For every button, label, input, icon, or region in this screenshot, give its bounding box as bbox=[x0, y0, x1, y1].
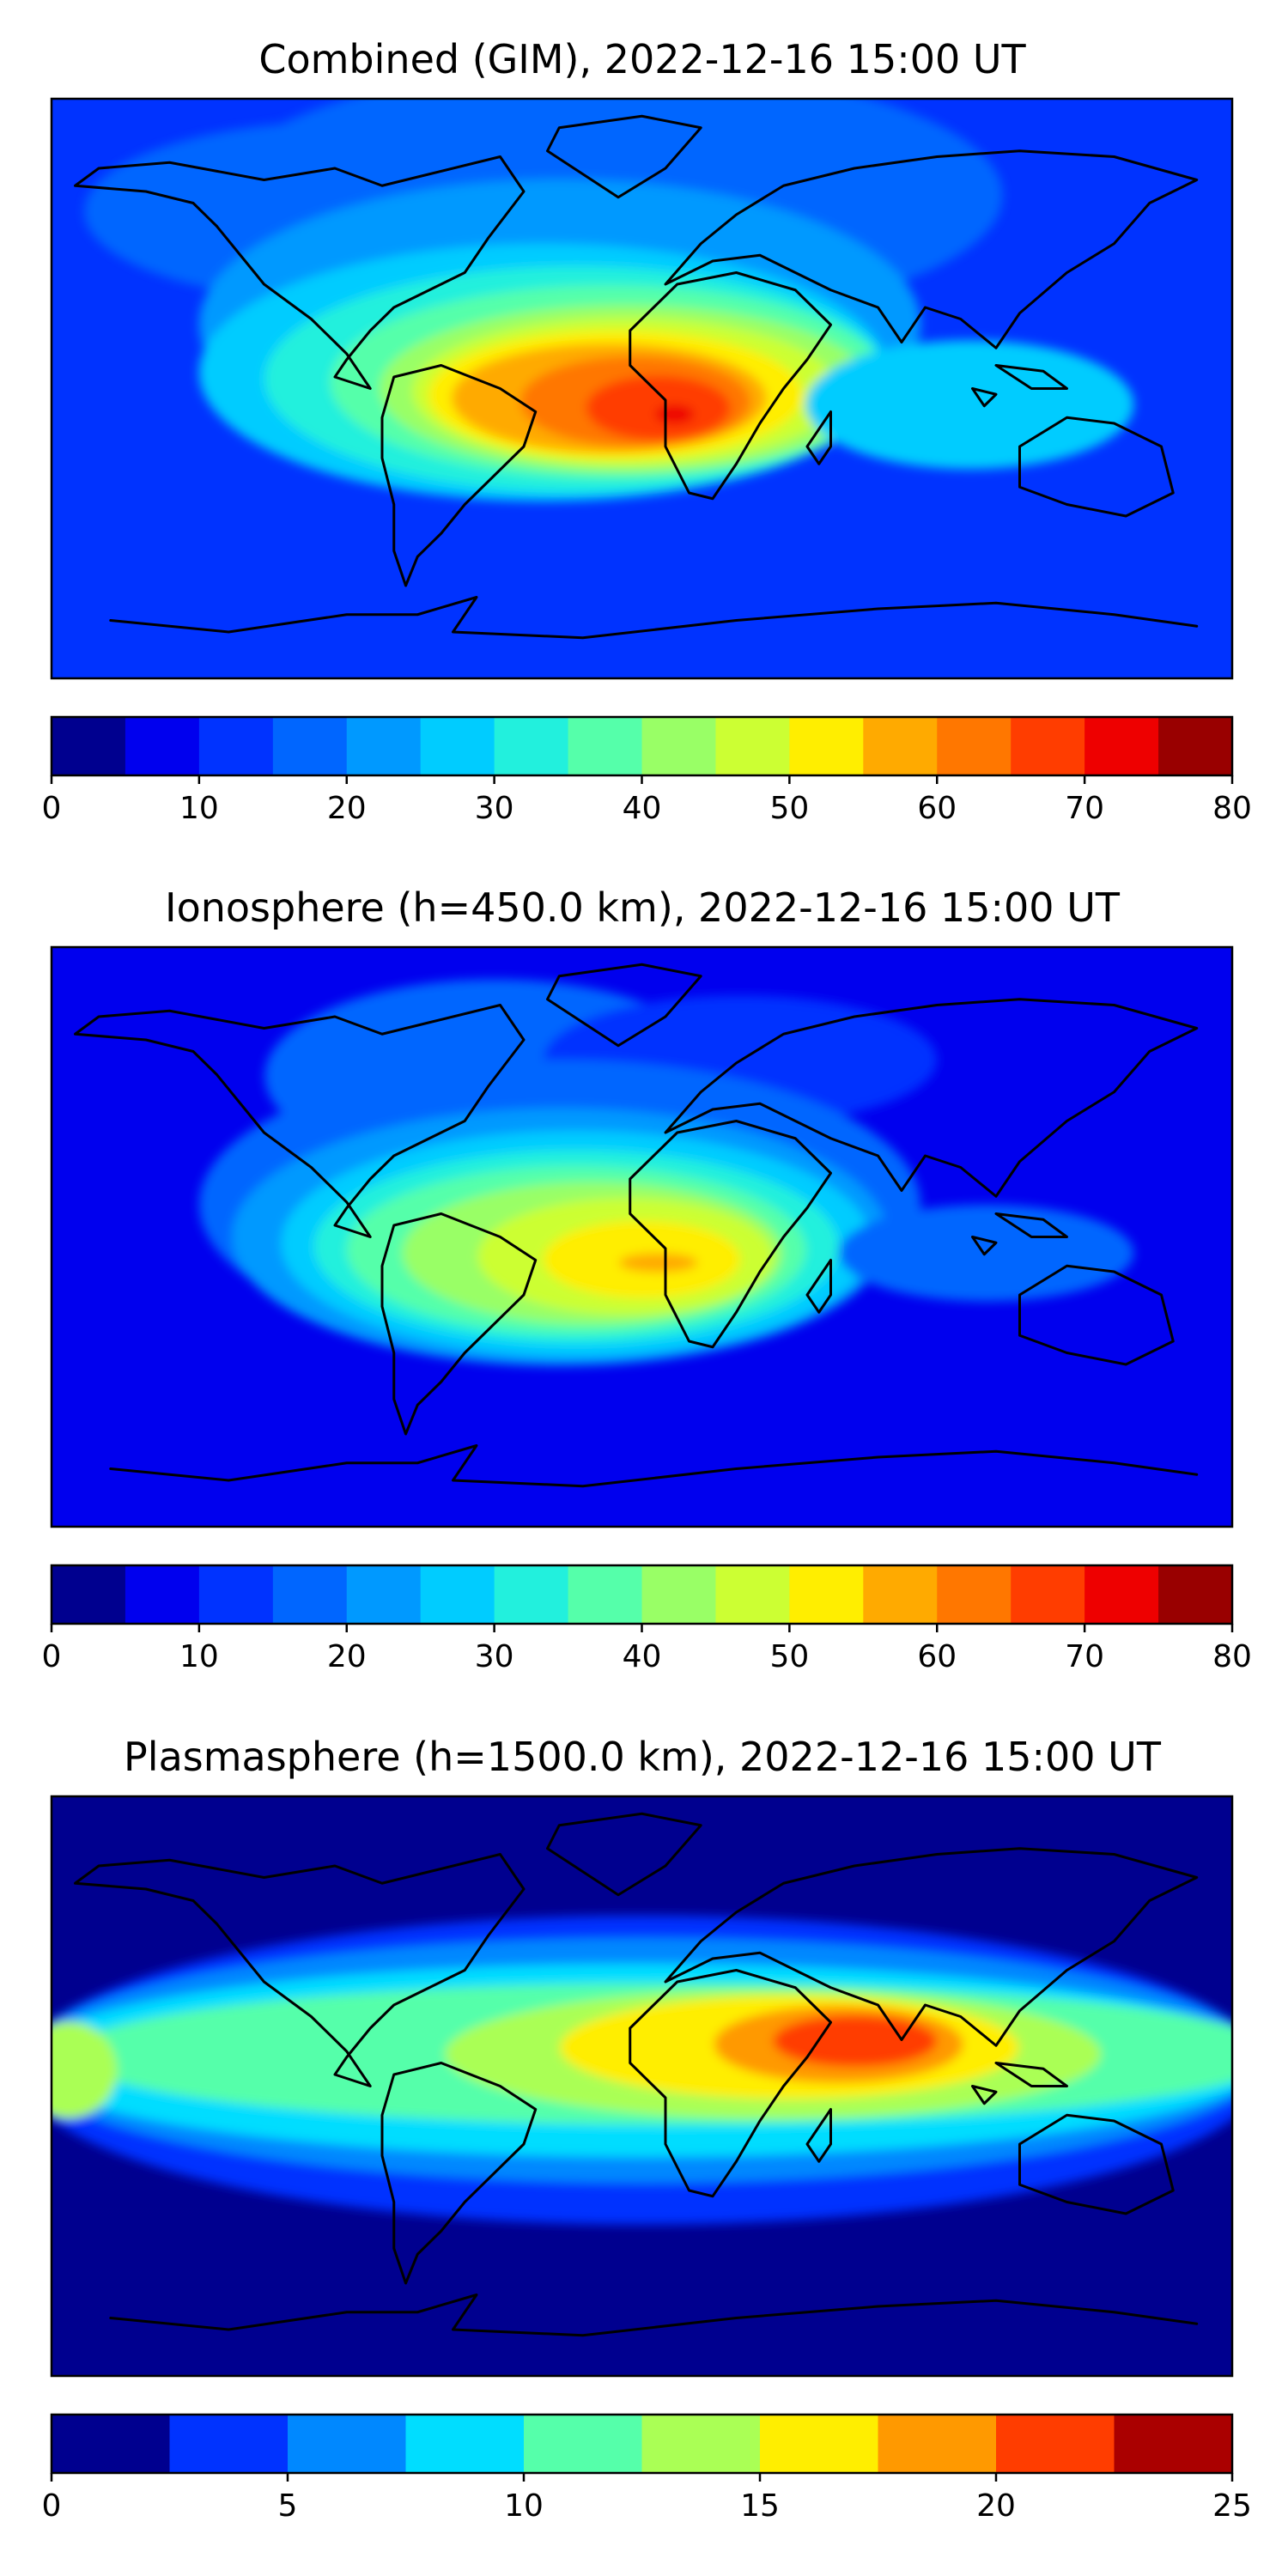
colorbar-swatch bbox=[641, 717, 717, 775]
colorbar-swatch bbox=[789, 717, 864, 775]
colorbar-swatch bbox=[198, 717, 274, 775]
colorbar-swatch bbox=[346, 717, 422, 775]
colorbar-swatch bbox=[1158, 717, 1233, 775]
tec-map bbox=[52, 947, 1232, 1527]
tec-contours bbox=[52, 1915, 1232, 2225]
panel-title: Ionosphere (h=450.0 km), 2022-12-16 15:0… bbox=[165, 884, 1121, 931]
colorbar-swatch bbox=[1084, 1565, 1159, 1624]
colorbar-tick-label: 70 bbox=[1065, 791, 1104, 826]
colorbar-swatch bbox=[288, 2415, 407, 2473]
tec-level-14-region bbox=[654, 404, 695, 424]
tec-map bbox=[52, 99, 1232, 678]
tec-level-8-region bbox=[773, 2015, 938, 2067]
colorbar-frame bbox=[50, 2413, 1234, 2475]
colorbar-swatch bbox=[125, 1565, 200, 1624]
colorbar-swatch bbox=[272, 717, 348, 775]
colorbar-swatch bbox=[863, 717, 938, 775]
colorbar-tick-label: 10 bbox=[504, 2488, 544, 2524]
colorbar-tick-label: 70 bbox=[1065, 1639, 1104, 1674]
tec-level-5-region bbox=[805, 340, 1134, 470]
colorbar-swatch bbox=[1011, 717, 1085, 775]
colorbar-tick-label: 10 bbox=[179, 1639, 219, 1674]
tec-level-13-region bbox=[586, 375, 731, 440]
colorbar-swatch bbox=[52, 717, 126, 775]
colorbar-tick-label: 40 bbox=[623, 791, 662, 826]
colorbar-tick-label: 0 bbox=[42, 2488, 62, 2524]
map-frame bbox=[50, 1795, 1234, 2378]
colorbar-swatch bbox=[272, 1565, 348, 1624]
colorbar-swatch bbox=[789, 1565, 864, 1624]
map-frame bbox=[50, 945, 1234, 1528]
colorbar-swatch bbox=[863, 1565, 938, 1624]
colorbar-tick-label: 80 bbox=[1212, 791, 1252, 826]
colorbar-tick-label: 30 bbox=[475, 791, 514, 826]
colorbar-tick-label: 60 bbox=[917, 791, 957, 826]
colorbar-tick-label: 10 bbox=[179, 791, 219, 826]
tec-level-5-region bbox=[52, 2021, 118, 2118]
colorbar-swatch bbox=[996, 2415, 1115, 2473]
colorbar-swatch bbox=[760, 2415, 879, 2473]
colorbar-tick-label: 60 bbox=[917, 1639, 957, 1674]
colorbar-swatch bbox=[494, 717, 569, 775]
panel-title: Combined (GIM), 2022-12-16 15:00 UT bbox=[258, 36, 1026, 82]
colorbar-tick-label: 50 bbox=[769, 791, 809, 826]
panel-combined: Combined (GIM), 2022-12-16 15:00 UT 0 10 2… bbox=[42, 36, 1252, 826]
colorbar-tick-label: 80 bbox=[1212, 1639, 1252, 1674]
tec-contours bbox=[84, 99, 1134, 501]
colorbar-swatch bbox=[494, 1565, 569, 1624]
colorbar-swatch bbox=[937, 717, 1012, 775]
panel-ionosphere: Ionosphere (h=450.0 km), 2022-12-16 15:0… bbox=[42, 884, 1252, 1674]
panel-title: Plasmasphere (h=1500.0 km), 2022-12-16 1… bbox=[124, 1734, 1162, 1780]
colorbar-swatch bbox=[1084, 717, 1159, 775]
colorbar-tick-label: 30 bbox=[475, 1639, 514, 1674]
colorbar-swatch bbox=[641, 1565, 717, 1624]
colorbar-swatch bbox=[420, 1565, 495, 1624]
colorbar-swatch bbox=[715, 717, 790, 775]
colorbar-swatch bbox=[1011, 1565, 1085, 1624]
colorbar-swatch bbox=[568, 1565, 643, 1624]
colorbar-swatch bbox=[1158, 1565, 1233, 1624]
colorbar-swatch bbox=[405, 2415, 525, 2473]
tec-map bbox=[52, 1796, 1232, 2376]
colorbar: 0 5 10 15 20 25 bbox=[42, 2413, 1252, 2524]
colorbar-swatch bbox=[125, 717, 200, 775]
colorbar-swatch bbox=[198, 1565, 274, 1624]
colorbar-tick-label: 15 bbox=[740, 2488, 780, 2524]
colorbar-tick-label: 5 bbox=[278, 2488, 298, 2524]
colorbar-swatch bbox=[52, 1565, 126, 1624]
colorbar-tick-label: 40 bbox=[623, 1639, 662, 1674]
tec-level-11-region bbox=[618, 1253, 698, 1273]
colorbar-tick-label: 0 bbox=[42, 791, 62, 826]
colorbar-swatch bbox=[52, 2415, 171, 2473]
colorbar-tick-label: 25 bbox=[1212, 2488, 1252, 2524]
colorbar-tick-label: 50 bbox=[769, 1639, 809, 1674]
colorbar-swatch bbox=[715, 1565, 790, 1624]
tec-contours bbox=[198, 979, 1134, 1366]
colorbar-swatch bbox=[420, 717, 495, 775]
colorbar-swatch bbox=[524, 2415, 643, 2473]
colorbar: 0 10 20 30 40 50 60 70 80 bbox=[42, 1564, 1252, 1674]
colorbar-tick-label: 20 bbox=[976, 2488, 1016, 2524]
colorbar-tick-label: 20 bbox=[327, 1639, 367, 1674]
colorbar-tick-label: 0 bbox=[42, 1639, 62, 1674]
colorbar-swatch bbox=[878, 2415, 997, 2473]
colorbar-swatch bbox=[641, 2415, 761, 2473]
colorbar-swatch bbox=[1114, 2415, 1233, 2473]
colorbar: 0 10 20 30 40 50 60 70 80 bbox=[42, 715, 1252, 826]
colorbar-tick-label: 20 bbox=[327, 791, 367, 826]
colorbar-swatch bbox=[937, 1565, 1012, 1624]
colorbar-swatch bbox=[568, 717, 643, 775]
panel-plasmasphere: Plasmasphere (h=1500.0 km), 2022-12-16 1… bbox=[42, 1734, 1252, 2524]
colorbar-swatch bbox=[169, 2415, 289, 2473]
map-frame bbox=[50, 97, 1234, 680]
colorbar-swatch bbox=[346, 1565, 422, 1624]
